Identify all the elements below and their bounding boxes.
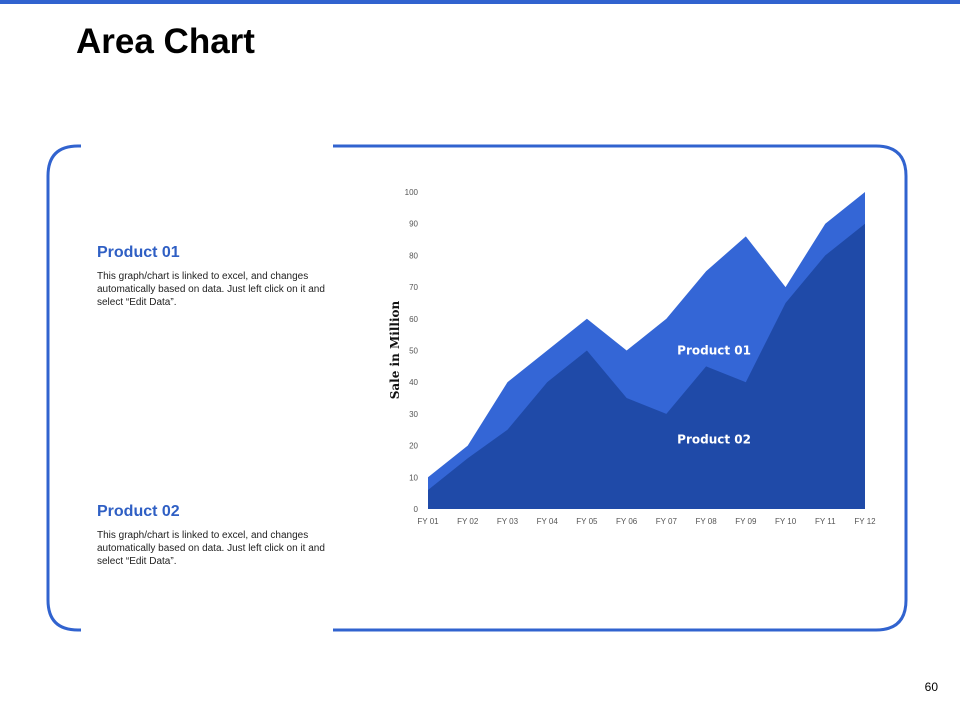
x-tick-label: FY 01	[417, 517, 439, 526]
description-text: This graph/chart is linked to excel, and…	[97, 271, 325, 308]
x-tick-label: FY 12	[854, 517, 876, 526]
y-axis-label: Sale in Million	[388, 300, 402, 399]
frame-right-bracket	[333, 144, 908, 632]
x-tick-label: FY 03	[497, 517, 519, 526]
x-tick-label: FY 02	[457, 517, 479, 526]
top-accent-bar	[0, 0, 960, 4]
x-tick-label: FY 05	[576, 517, 598, 526]
y-tick-label: 90	[409, 220, 418, 229]
y-tick-label: 60	[409, 315, 418, 324]
description-text: This graph/chart is linked to excel, and…	[97, 530, 325, 567]
page-number: 60	[924, 680, 938, 694]
x-tick-label: FY 07	[656, 517, 678, 526]
x-tick-label: FY 10	[775, 517, 797, 526]
description-title: Product 01	[97, 244, 180, 261]
y-tick-label: 100	[405, 188, 419, 197]
y-tick-label: 10	[409, 473, 418, 482]
y-tick-label: 50	[409, 347, 418, 356]
x-tick-label: FY 04	[537, 517, 559, 526]
description-product-02: Product 02 This graph/chart is linked to…	[97, 503, 337, 568]
y-tick-labels: 0 10 20 30 40 50 60 70 80 90 100	[405, 188, 419, 514]
area-series-2	[428, 223, 865, 509]
y-tick-label: 70	[409, 283, 418, 292]
description-product-01: Product 01 This graph/chart is linked to…	[97, 244, 337, 309]
y-tick-label: 20	[409, 442, 418, 451]
x-tick-label: FY 06	[616, 517, 638, 526]
page-title: Area Chart	[76, 22, 255, 61]
y-tick-label: 80	[409, 251, 418, 260]
description-title: Product 02	[97, 503, 180, 520]
x-tick-label: FY 09	[735, 517, 757, 526]
x-tick-label: FY 08	[695, 517, 717, 526]
series-layer	[428, 192, 865, 509]
x-tick-labels: FY 01 FY 02 FY 03 FY 04 FY 05 FY 06 FY 07 FY 08…	[417, 517, 876, 526]
y-tick-label: 30	[409, 410, 418, 419]
series-labels: Product 01 Product 02	[677, 344, 751, 447]
y-tick-label: 40	[409, 378, 418, 387]
frame-left-bracket	[46, 144, 81, 632]
series-label-2: Product 02	[677, 432, 751, 446]
y-tick-label: 0	[414, 505, 419, 514]
series-label-1: Product 01	[677, 344, 751, 358]
x-tick-label: FY 11	[815, 517, 836, 526]
